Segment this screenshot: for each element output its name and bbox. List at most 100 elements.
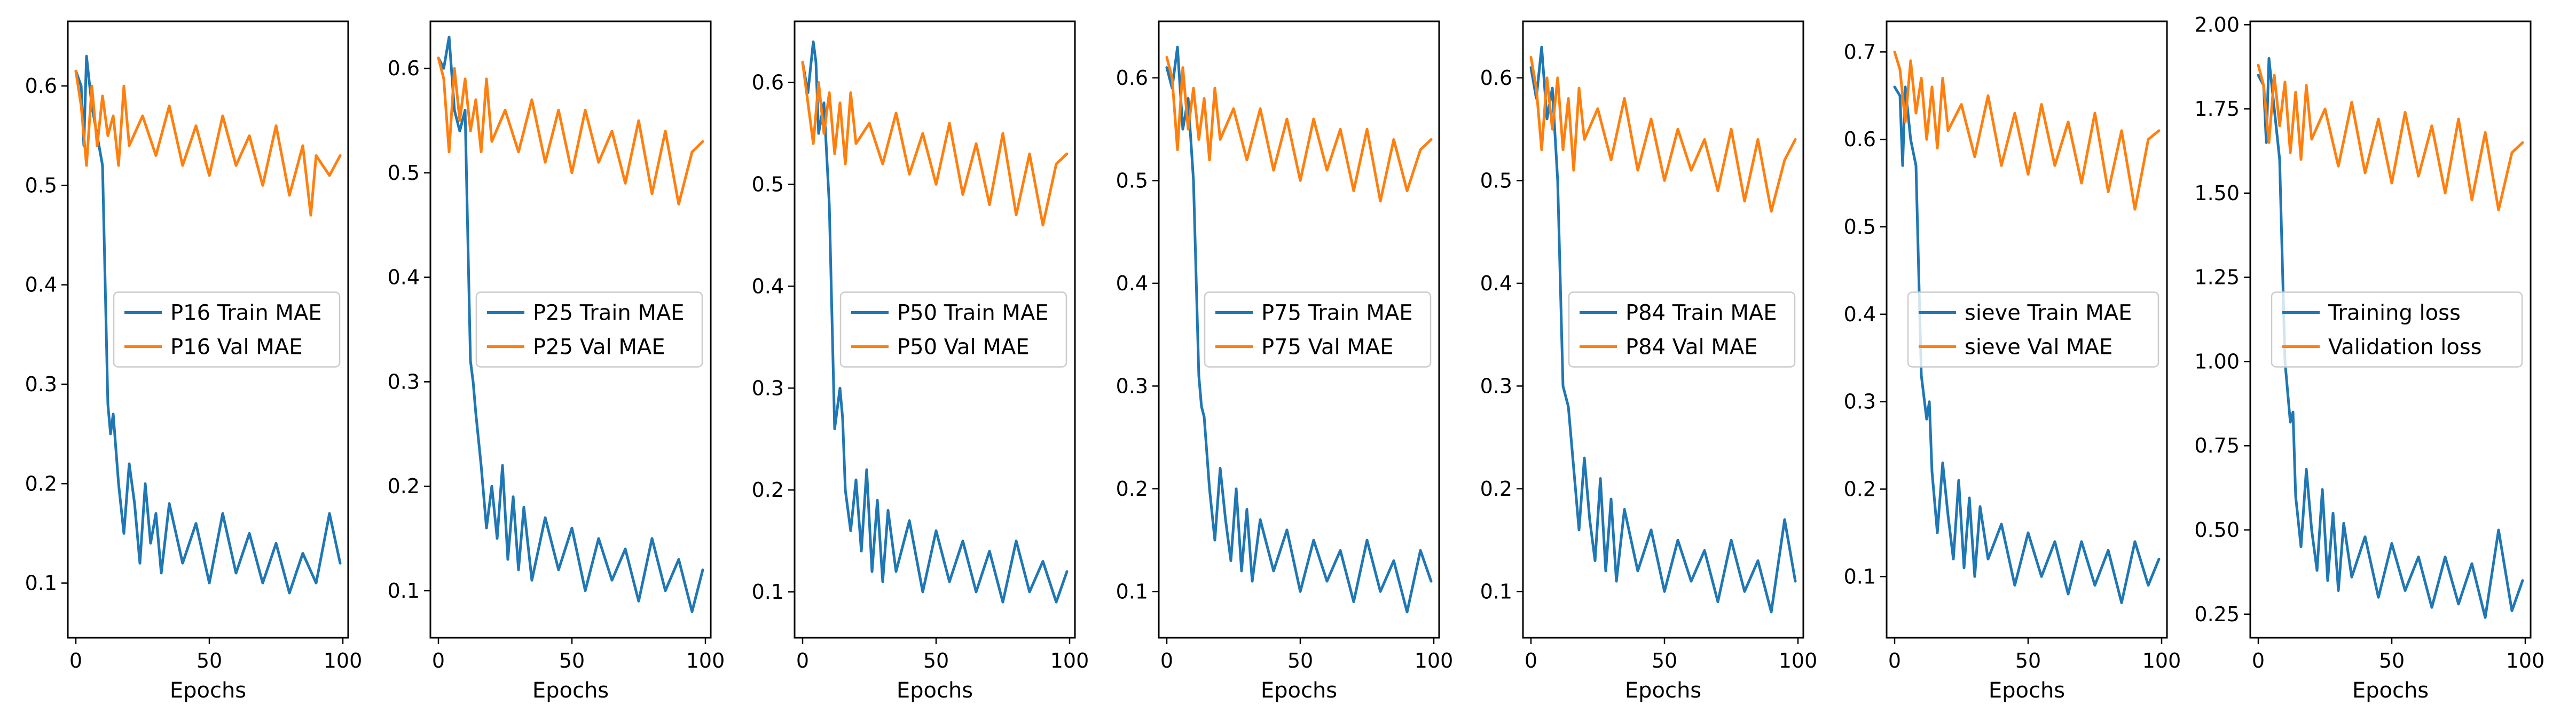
chart-panel-1: 0.1 0.2 0.3 0.4 0.5 0.6 0 50 100 Epochs P16 Train … bbox=[25, 20, 363, 703]
train-series-line bbox=[1893, 85, 2161, 604]
train-series-line bbox=[74, 54, 342, 595]
x-tick-label: 50 bbox=[923, 649, 949, 672]
y-tick-label: 2.00 bbox=[2194, 13, 2240, 36]
legend: P25 Train MAE P25 Val MAE bbox=[475, 291, 703, 368]
x-tick-label: 100 bbox=[1415, 649, 1454, 672]
y-tick-label: 0.2 bbox=[388, 474, 420, 498]
plot-frame bbox=[1886, 20, 2168, 639]
y-tick-label: 0.5 bbox=[25, 173, 57, 197]
x-tick-label: 100 bbox=[324, 649, 363, 672]
y-tick-label: 0.50 bbox=[2194, 518, 2240, 542]
legend-label: P16 Train MAE bbox=[170, 301, 322, 326]
y-tick-label: 0.5 bbox=[1116, 169, 1148, 192]
y-tick-label: 0.4 bbox=[1844, 303, 1876, 326]
y-tick-label: 0.3 bbox=[388, 370, 420, 393]
train-series-line bbox=[1165, 45, 1433, 614]
legend-label: sieve Val MAE bbox=[1965, 335, 2112, 360]
legend-label: P50 Val MAE bbox=[897, 335, 1029, 360]
x-tick-label: 0 bbox=[796, 649, 809, 672]
x-tick-label: 100 bbox=[1050, 649, 1089, 672]
x-tick-label: 50 bbox=[1287, 649, 1313, 672]
y-tick-label: 0.6 bbox=[1480, 66, 1512, 90]
x-axis-label: Epochs bbox=[897, 678, 973, 703]
y-tick-label: 0.3 bbox=[1116, 374, 1148, 398]
plot-frame bbox=[429, 20, 712, 639]
legend-label: P75 Val MAE bbox=[1261, 335, 1393, 360]
y-tick-label: 0.4 bbox=[388, 266, 420, 289]
chart-panel-3: 0.1 0.2 0.3 0.4 0.5 0.6 0 50 100 Epochs P50 Train … bbox=[752, 20, 1089, 703]
x-tick-label: 0 bbox=[2252, 649, 2265, 672]
legend-box bbox=[839, 291, 1067, 368]
val-series-line bbox=[801, 60, 1069, 227]
x-axis-label: Epochs bbox=[1989, 678, 2065, 703]
val-series-line bbox=[2257, 64, 2524, 211]
y-tick-label: 0.6 bbox=[25, 74, 57, 98]
y-tick-label: 1.00 bbox=[2194, 350, 2240, 373]
y-tick-label: 1.25 bbox=[2194, 266, 2240, 289]
y-tick-label: 0.3 bbox=[1480, 374, 1512, 398]
val-series-line bbox=[1165, 56, 1433, 203]
legend-label: P25 Train MAE bbox=[533, 301, 685, 326]
plot-frame bbox=[1522, 20, 1804, 639]
plot-frame bbox=[794, 20, 1076, 639]
legend-label: sieve Train MAE bbox=[1965, 301, 2132, 326]
legend-label: P25 Val MAE bbox=[533, 335, 665, 360]
legend-box bbox=[1907, 291, 2159, 368]
y-tick-label: 0.3 bbox=[1844, 390, 1876, 414]
legend-box bbox=[1568, 291, 1796, 368]
x-tick-label: 0 bbox=[432, 649, 445, 672]
legend-label: P75 Train MAE bbox=[1261, 301, 1413, 326]
y-tick-label: 1.75 bbox=[2194, 97, 2240, 121]
y-tick-label: 0.3 bbox=[752, 376, 784, 400]
x-tick-label: 0 bbox=[1888, 649, 1901, 672]
x-axis-label: Epochs bbox=[1625, 678, 1701, 703]
y-tick-label: 0.2 bbox=[25, 472, 57, 495]
y-tick-label: 0.4 bbox=[752, 274, 784, 298]
val-series-line bbox=[1529, 56, 1797, 213]
x-tick-label: 0 bbox=[1525, 649, 1537, 672]
legend: P84 Train MAE P84 Val MAE bbox=[1568, 291, 1796, 368]
legend-label: Training loss bbox=[2328, 301, 2461, 326]
legend-box bbox=[113, 291, 341, 368]
plot-frame bbox=[67, 20, 349, 639]
y-tick-label: 0.3 bbox=[25, 373, 57, 396]
y-tick-label: 0.25 bbox=[2194, 603, 2240, 626]
y-tick-label: 0.6 bbox=[1844, 128, 1876, 151]
chart-panel-4: 0.1 0.2 0.3 0.4 0.5 0.6 0 50 100 Epochs P75 Train … bbox=[1116, 20, 1454, 703]
y-tick-label: 0.1 bbox=[25, 572, 57, 595]
train-series-line bbox=[437, 35, 704, 613]
legend: P16 Train MAE P16 Val MAE bbox=[113, 291, 341, 368]
x-axis-label: Epochs bbox=[2352, 678, 2429, 703]
legend: Training loss Validation loss bbox=[2271, 291, 2523, 368]
x-tick-label: 100 bbox=[2142, 649, 2181, 672]
legend-box bbox=[475, 291, 703, 368]
chart-panel-2: 0.1 0.2 0.3 0.4 0.5 0.6 0 50 100 Epochs P25 Train … bbox=[388, 20, 725, 703]
plot-frame bbox=[1158, 20, 1440, 639]
legend-label: Validation loss bbox=[2328, 335, 2482, 360]
chart-panel-6: 0.1 0.2 0.3 0.4 0.5 0.6 0.7 0 50 100 Epochs sieve T… bbox=[1844, 20, 2181, 703]
y-tick-label: 0.5 bbox=[1844, 215, 1876, 239]
legend-box bbox=[1204, 291, 1432, 368]
y-tick-label: 0.6 bbox=[1116, 66, 1148, 90]
x-axis-label: Epochs bbox=[170, 678, 246, 703]
x-tick-label: 50 bbox=[2379, 649, 2405, 672]
legend-label: P16 Val MAE bbox=[170, 335, 302, 360]
x-tick-label: 0 bbox=[69, 649, 82, 672]
y-tick-label: 0.2 bbox=[1844, 477, 1876, 501]
train-series-line bbox=[801, 40, 1069, 604]
train-series-line bbox=[2257, 57, 2524, 619]
x-tick-label: 50 bbox=[197, 649, 222, 672]
x-axis-label: Epochs bbox=[1261, 678, 1337, 703]
x-tick-label: 100 bbox=[686, 649, 725, 672]
y-tick-label: 0.2 bbox=[752, 478, 784, 502]
x-tick-label: 50 bbox=[1652, 649, 1677, 672]
x-axis-label: Epochs bbox=[532, 678, 609, 703]
y-tick-label: 0.4 bbox=[1480, 272, 1512, 295]
x-tick-label: 100 bbox=[1779, 649, 1818, 672]
y-tick-label: 0.1 bbox=[388, 579, 420, 603]
plot-frame bbox=[2249, 20, 2532, 639]
legend: P50 Train MAE P50 Val MAE bbox=[839, 291, 1067, 368]
x-tick-label: 0 bbox=[1160, 649, 1173, 672]
y-tick-label: 0.2 bbox=[1116, 477, 1148, 501]
